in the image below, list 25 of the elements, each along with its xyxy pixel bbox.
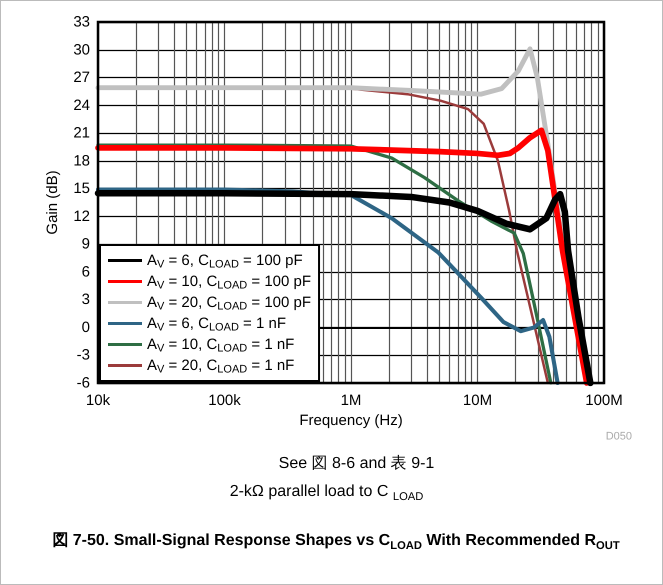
- y-tick-label: 6: [82, 263, 90, 280]
- y-tick-label: 0: [82, 318, 90, 336]
- y-tick-label: 24: [73, 96, 90, 114]
- y-tick-label: 21: [73, 124, 90, 142]
- text: 図 7-50. Small-Signal Response Shapes vs C$_{LOAD}$ With Recommended R$_{OUT}$: [51, 531, 621, 554]
- y-tick-label: 3: [82, 291, 90, 308]
- y-tick-label: 30: [73, 41, 90, 58]
- x-tick-label: 100k: [208, 392, 242, 409]
- text: D050: [606, 430, 632, 442]
- text: 2-kΩ parallel load to C $_{LOAD}$: [228, 483, 424, 504]
- y-tick-label: 27: [73, 69, 90, 86]
- x-tick-label: 10M: [462, 392, 492, 409]
- x-tick-label: 10k: [86, 392, 111, 409]
- y-tick-label: -6: [76, 374, 90, 392]
- y-tick-label: -3: [76, 346, 90, 364]
- y-tick-label: 33: [73, 14, 90, 30]
- y-tick-label: 18: [73, 152, 90, 170]
- x-tick-label: 1M: [340, 392, 362, 409]
- text: See 図 8-6 and 表 9-1: [278, 454, 436, 474]
- y-tick-label: 9: [82, 236, 90, 253]
- x-tick-label: 100M: [585, 392, 623, 409]
- y-tick-label: 15: [73, 180, 90, 198]
- x-axis-title: Frequency (Hz): [299, 412, 403, 429]
- y-axis-title: Gain (dB): [44, 170, 61, 235]
- y-tick-label: 12: [73, 208, 90, 225]
